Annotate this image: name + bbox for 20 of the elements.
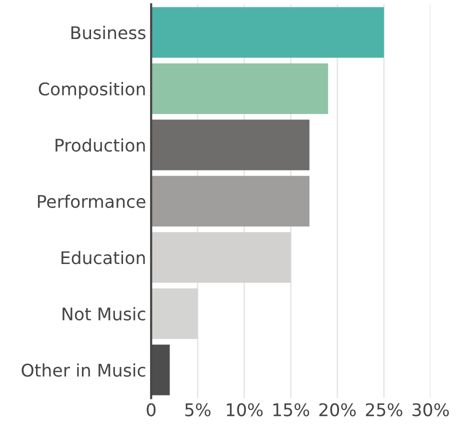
y-tick-label: Business xyxy=(71,26,146,40)
bar xyxy=(151,232,291,283)
bar xyxy=(151,176,310,226)
x-tick-label: 15% xyxy=(273,403,310,416)
x-tick-label: 0 xyxy=(146,403,156,416)
x-tick-label: 20% xyxy=(319,403,356,416)
y-tick-label: Composition xyxy=(38,82,145,99)
bar xyxy=(151,288,198,339)
x-tick-label: 25% xyxy=(366,403,402,416)
y-tick-label: Other in Music xyxy=(22,363,146,377)
bar xyxy=(151,120,310,170)
x-tick-label: 5% xyxy=(185,403,211,416)
bar xyxy=(151,63,328,114)
x-tick-label: 30% xyxy=(412,403,449,416)
y-tick-label: Performance xyxy=(38,194,146,208)
y-tick-label: Not Music xyxy=(62,307,146,321)
x-tick-label: 10% xyxy=(226,403,263,416)
bar xyxy=(151,7,384,58)
y-tick-label: Production xyxy=(56,138,145,152)
y-tick-label: Education xyxy=(62,250,145,264)
